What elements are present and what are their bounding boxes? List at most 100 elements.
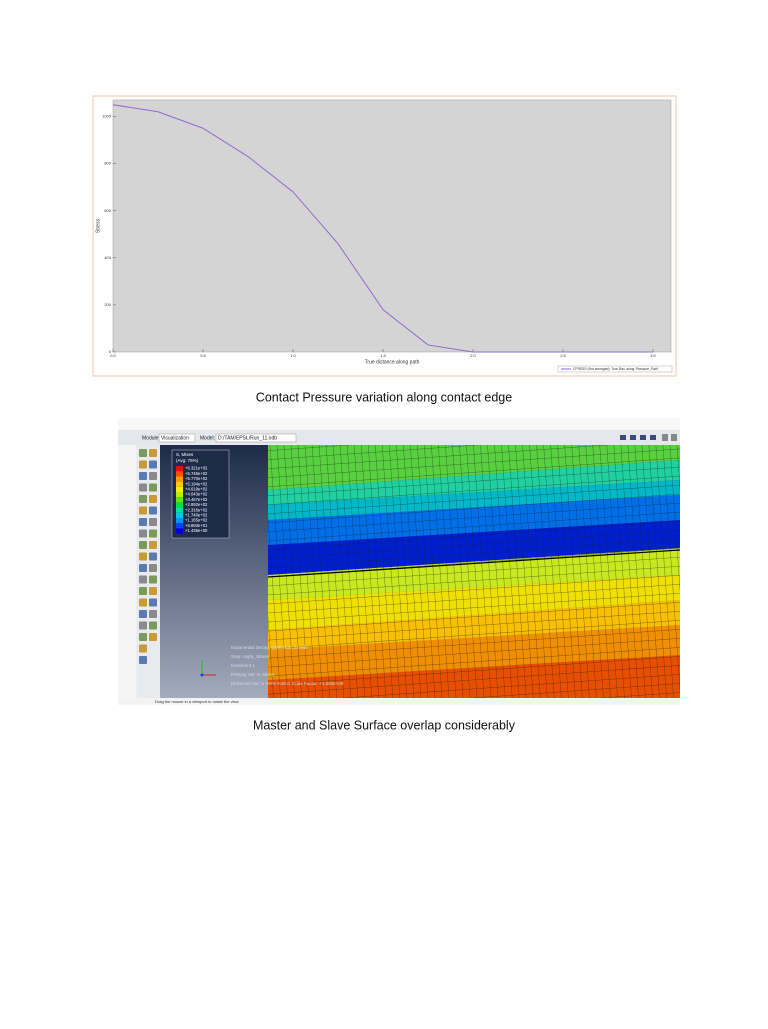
legend-value: +5.745e+02 <box>185 471 208 476</box>
tool-icon[interactable] <box>139 598 147 607</box>
x-tick-label: 0.0 <box>110 353 116 358</box>
x-tick-label: 1.5 <box>380 353 386 358</box>
tool-icon[interactable] <box>149 529 157 538</box>
legend-swatch <box>176 507 183 513</box>
module-label: Module: <box>142 435 160 441</box>
tool-icons[interactable] <box>139 449 157 664</box>
tool-icon[interactable] <box>139 449 147 457</box>
side-panel <box>118 445 136 698</box>
y-tick-label: 600 <box>104 208 111 213</box>
legend-label: CPRESS (Not averaged): True Dist. along … <box>573 367 659 371</box>
tool-icon[interactable] <box>149 472 157 480</box>
legend-value: +4.043e+02 <box>185 492 208 497</box>
legend-value: +3.467e+02 <box>185 497 208 502</box>
tool-icon[interactable] <box>149 506 157 515</box>
tool-icon[interactable] <box>149 495 157 503</box>
legend-swatch <box>176 492 183 498</box>
data-line <box>112 104 653 353</box>
tool-icon[interactable] <box>149 564 157 572</box>
tool-icon[interactable] <box>149 633 157 641</box>
tool-icon[interactable] <box>139 575 147 584</box>
info-line: Increment 1 <box>231 663 255 668</box>
tool-icon[interactable] <box>149 552 157 561</box>
model-select[interactable] <box>215 433 297 443</box>
tool-icon[interactable] <box>139 472 147 480</box>
legend-box <box>557 365 673 373</box>
legend-swatch <box>176 518 183 524</box>
info-line: Primary Var: S, Mises <box>231 672 275 677</box>
info-text: Exponential Decay: ODB: Run_11.odb Step: … <box>231 645 344 686</box>
tool-icon[interactable] <box>149 460 157 469</box>
tool-icon[interactable] <box>139 644 147 653</box>
tool-icon[interactable] <box>139 552 147 561</box>
legend-swatch <box>176 466 183 472</box>
triad <box>200 660 216 677</box>
legend-value: +5.770e+02 <box>185 476 208 481</box>
tool-icon[interactable] <box>139 518 147 526</box>
tool-icon[interactable] <box>139 483 147 492</box>
y-tick-label: 0 <box>109 349 112 354</box>
legend-value: +1.165e+02 <box>185 518 208 523</box>
tool-icon[interactable] <box>149 598 157 607</box>
legend-subtitle: (Avg: 75%) <box>176 458 199 463</box>
contour <box>267 445 681 698</box>
tool-icon[interactable] <box>139 506 147 515</box>
legend-value: +6.321e+02 <box>185 466 208 471</box>
legend: S, Mises(Avg: 75%)+6.321e+02+5.745e+02+5… <box>176 452 208 534</box>
tool-icon[interactable] <box>139 656 147 664</box>
tool-icon[interactable] <box>149 483 157 492</box>
screenshot: Module: Visualization Model: D:/TAM/EPSL… <box>118 418 681 705</box>
tool-icon[interactable] <box>149 449 157 457</box>
tool-icon[interactable] <box>139 610 147 618</box>
x-tick-label: 3.0 <box>650 353 656 358</box>
tool-icon[interactable] <box>139 587 147 595</box>
tool-icon[interactable] <box>149 587 157 595</box>
tool-icon[interactable] <box>139 495 147 503</box>
status-text: Drag the mouse in a viewport to rotate t… <box>155 699 239 704</box>
tool-icon[interactable] <box>139 460 147 469</box>
legend-value: +4.619e+02 <box>185 487 208 492</box>
legend-title: S, Mises <box>176 452 194 457</box>
caption: Contact Pressure variation along contact… <box>256 390 512 404</box>
y-axis-label: Stress <box>95 218 101 233</box>
tool-icon[interactable] <box>149 621 157 630</box>
model-value: D:/TAM/EPSL/Run_11.odb <box>218 435 277 441</box>
legend-value: +5.194e+02 <box>185 481 208 486</box>
legend-swatch <box>176 486 183 492</box>
tool-icon[interactable] <box>149 518 157 526</box>
tool-icon[interactable] <box>139 564 147 572</box>
tool-icon[interactable] <box>139 633 147 641</box>
x-tick-label: 2.0 <box>470 353 476 358</box>
tool-icon[interactable] <box>139 529 147 538</box>
legend-value: +1.436e+00 <box>185 528 208 533</box>
tool-icon[interactable] <box>149 541 157 549</box>
legend-swatch <box>176 512 183 518</box>
tool-icon[interactable] <box>149 610 157 618</box>
x-tick-label: 2.5 <box>560 353 566 358</box>
y-tick-label: 800 <box>104 161 111 166</box>
tool-icon[interactable] <box>139 621 147 630</box>
legend-swatch <box>176 502 183 508</box>
playback-controls[interactable] <box>620 434 677 441</box>
menu-bar <box>118 418 680 430</box>
plot-area <box>112 99 672 353</box>
y-tick-label: 1000 <box>102 114 112 119</box>
tool-icon[interactable] <box>149 575 157 584</box>
module-value: Visualization <box>161 435 189 441</box>
x-tick-label: 1.0 <box>290 353 296 358</box>
module-select[interactable] <box>158 433 196 443</box>
legend-swatch <box>176 481 183 487</box>
legend-swatch <box>176 528 183 534</box>
legend-value: +1.740e+02 <box>185 513 208 518</box>
model-label: Model: <box>200 435 215 441</box>
x-tick-label: 0.5 <box>200 353 206 358</box>
legend-swatch <box>176 523 183 529</box>
tool-icon[interactable] <box>139 541 147 549</box>
info-line: Deformed Var: U Deformation Scale Factor… <box>231 681 344 686</box>
legend-swatch <box>176 497 183 503</box>
legend-value: +2.316e+02 <box>185 507 208 512</box>
chart: 0 200 400 600 800 1000 0.0 0.5 1.0 1.5 2.0 2.5 3.0 Tr… <box>95 99 673 373</box>
legend-value: +5.893e+01 <box>185 523 208 528</box>
